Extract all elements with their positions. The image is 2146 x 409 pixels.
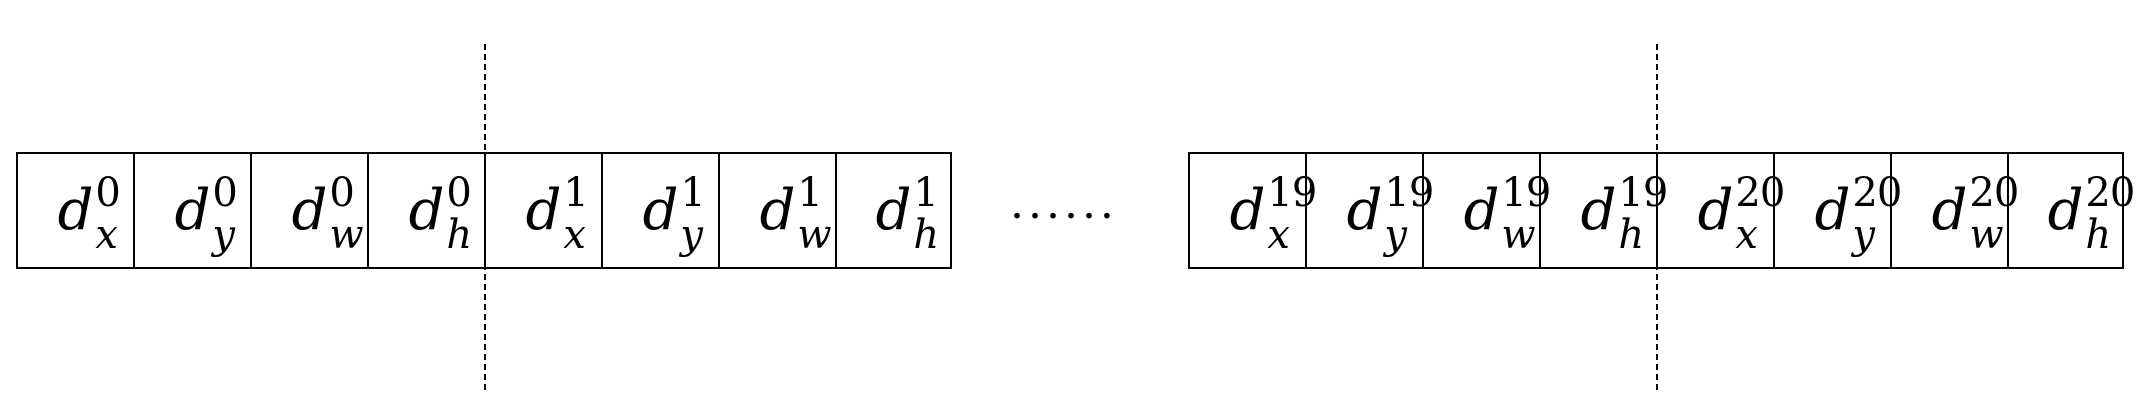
cell-base: d	[1931, 177, 1968, 243]
cell-subscript: h	[446, 211, 473, 258]
cell-subscript: x	[95, 211, 118, 258]
cell-superscript: 1	[563, 169, 589, 216]
cell-subscript: x	[1735, 211, 1758, 258]
cell-base: d	[642, 177, 679, 243]
cell-base: d	[1346, 177, 1383, 243]
cell-subscript: y	[1384, 211, 1408, 258]
cell-subscript: w	[797, 211, 832, 258]
cell-base: d	[1580, 177, 1617, 243]
cell-row-right: d 19 x d 19 y d 19 w d 19 h d 20 x d 20 y d 20 w d 20 h	[1188, 152, 2135, 269]
cell-dw20: d 20 w	[1890, 154, 2019, 267]
cell-base: d	[1697, 177, 1734, 243]
cell-superscript: 0	[446, 169, 472, 216]
cell-superscript: 1	[913, 169, 939, 216]
cell-superscript: 19	[1501, 169, 1551, 216]
cell-subscript: x	[563, 211, 586, 258]
cell-dy20: d 20 y	[1773, 154, 1902, 267]
cell-base: d	[291, 177, 328, 243]
cell-base: d	[875, 177, 912, 243]
cell-dh19: d 19 h	[1539, 154, 1668, 267]
cell-subscript: y	[212, 211, 236, 258]
cell-dx19: d 19 x	[1188, 154, 1317, 267]
cell-superscript: 20	[1969, 169, 2019, 216]
ellipsis: ......	[1010, 178, 1118, 229]
cell-dw19: d 19 w	[1422, 154, 1551, 267]
cell-subscript: x	[1267, 211, 1290, 258]
cell-subscript: w	[329, 211, 364, 258]
cell-base: d	[525, 177, 562, 243]
cell-base: d	[408, 177, 445, 243]
cell-subscript: y	[680, 211, 704, 258]
cell-base: d	[1229, 177, 1266, 243]
cell-subscript: w	[1501, 211, 1536, 258]
cell-superscript: 1	[680, 169, 706, 216]
cell-subscript: h	[1618, 211, 1645, 258]
cell-dx20: d 20 x	[1656, 154, 1785, 267]
cell-superscript: 0	[212, 169, 238, 216]
cell-subscript: h	[913, 211, 940, 258]
cell-base: d	[57, 177, 94, 243]
cell-subscript: w	[1969, 211, 2004, 258]
cell-superscript: 20	[1735, 169, 1785, 216]
cell-dh20: d 20 h	[2007, 154, 2135, 267]
cell-subscript: y	[1852, 211, 1876, 258]
cell-base: d	[2047, 177, 2084, 243]
group-divider-left	[484, 44, 486, 390]
cell-base: d	[759, 177, 796, 243]
cell-base: d	[1814, 177, 1851, 243]
cell-base: d	[174, 177, 211, 243]
cell-dy19: d 19 y	[1305, 154, 1434, 267]
cell-superscript: 20	[1852, 169, 1902, 216]
cell-superscript: 19	[1618, 169, 1668, 216]
cell-superscript: 19	[1384, 169, 1434, 216]
cell-superscript: 0	[95, 169, 121, 216]
cell-superscript: 1	[797, 169, 823, 216]
group-divider-right	[1656, 44, 1658, 390]
cell-superscript: 0	[329, 169, 355, 216]
cell-superscript: 20	[2085, 169, 2135, 216]
cell-base: d	[1463, 177, 1500, 243]
cell-subscript: h	[2085, 211, 2112, 258]
cell-superscript: 19	[1267, 169, 1317, 216]
